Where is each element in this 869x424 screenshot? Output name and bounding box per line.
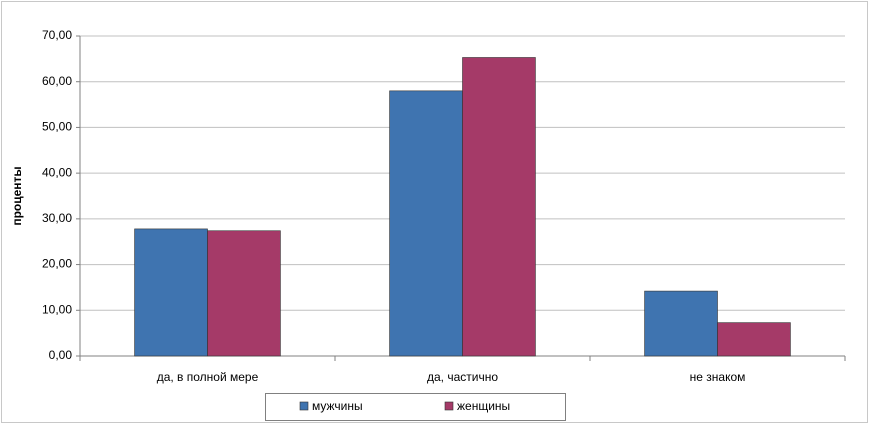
- bar: [134, 228, 208, 357]
- legend-label: женщины: [457, 399, 510, 413]
- y-axis-label: проценты: [10, 166, 24, 225]
- y-tick-label: 50,00: [42, 120, 72, 134]
- legend-swatch: [444, 401, 454, 411]
- legend-label: мужчины: [312, 399, 363, 413]
- x-tick-label: да, частично: [427, 370, 498, 384]
- y-tick-label: 70,00: [42, 28, 72, 42]
- y-tick-label: 60,00: [42, 74, 72, 88]
- bar: [462, 57, 536, 357]
- legend-swatch: [299, 401, 309, 411]
- y-tick-label: 10,00: [42, 302, 72, 316]
- x-tick-label: не знаком: [690, 370, 746, 384]
- bar: [389, 90, 463, 357]
- legend-box: [265, 393, 566, 421]
- bar: [717, 322, 791, 357]
- y-tick-label: 40,00: [42, 165, 72, 179]
- x-tick-label: да, в полной мере: [157, 370, 259, 384]
- y-tick-label: 30,00: [42, 211, 72, 225]
- bar: [207, 230, 281, 357]
- y-tick-label: 0,00: [49, 348, 73, 362]
- bar: [644, 290, 718, 357]
- y-tick-label: 20,00: [42, 257, 72, 271]
